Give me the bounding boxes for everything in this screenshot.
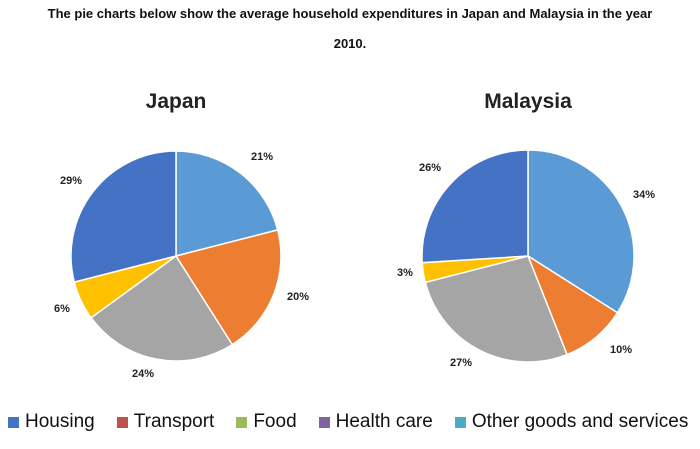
page-title-line2: 2010. <box>333 36 367 51</box>
legend-swatch-health-care <box>318 416 330 428</box>
legend-item-transport: Transport <box>116 411 215 433</box>
pie-slice-malaysia-2 <box>424 255 568 363</box>
pie-charts: Japan 21% 20% 24% 6% 29% Malaysia 34% 10% 27% 3% 26… <box>54 90 655 380</box>
legend-label-health-care: Health care <box>335 411 433 432</box>
slice-label-japan-3: 6% <box>54 303 70 315</box>
legend-item-housing: Housing <box>8 411 95 433</box>
legend-label-transport: Transport <box>133 411 215 432</box>
slice-label-malaysia-1: 10% <box>610 344 632 356</box>
slice-label-malaysia-0: 34% <box>633 189 655 201</box>
slice-label-japan-0: 21% <box>251 151 273 163</box>
chart-title-malaysia: Malaysia <box>484 90 572 113</box>
pie-slice-malaysia-4 <box>421 149 529 264</box>
page-title: The pie charts below show the average ho… <box>47 6 653 21</box>
legend-label-other: Other goods and services <box>471 411 689 432</box>
chart-title-japan: Japan <box>146 90 207 113</box>
legend-item-other: Other goods and services <box>454 411 689 433</box>
legend-swatch-other <box>454 416 466 428</box>
legend-swatch-food <box>236 416 248 428</box>
pie-slice-japan-0 <box>175 150 279 257</box>
pie-slice-japan-4 <box>70 150 177 284</box>
pie-slice-japan-1 <box>174 228 282 346</box>
slice-label-japan-1: 20% <box>287 291 309 303</box>
legend-item-food: Food <box>236 411 297 433</box>
slice-label-japan-4: 29% <box>60 175 82 187</box>
legend: Housing Transport Food Health care Other… <box>8 410 698 434</box>
legend-swatch-transport <box>116 416 128 428</box>
legend-label-food: Food <box>253 411 297 432</box>
legend-item-health-care: Health care <box>318 411 433 433</box>
slice-label-malaysia-4: 26% <box>419 162 441 174</box>
slice-label-malaysia-2: 27% <box>450 357 472 369</box>
legend-swatch-housing <box>8 416 19 428</box>
slice-label-japan-2: 24% <box>132 368 154 380</box>
legend-label-housing: Housing <box>25 411 95 432</box>
pie-slice-japan-2 <box>90 254 234 362</box>
slice-label-malaysia-3: 3% <box>397 267 413 279</box>
